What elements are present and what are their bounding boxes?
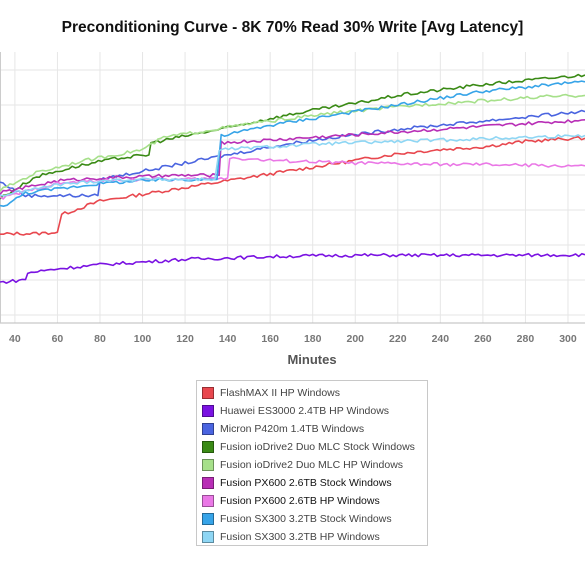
legend-item[interactable]: Fusion PX600 2.6TB HP Windows bbox=[197, 492, 427, 510]
legend-label: FlashMAX II HP Windows bbox=[220, 387, 341, 399]
series-line-3 bbox=[0, 73, 585, 200]
legend-swatch bbox=[202, 423, 214, 435]
legend-item[interactable]: Micron P420m 1.4TB Windows bbox=[197, 420, 427, 438]
series-lines bbox=[0, 73, 585, 284]
x-tick-label: 300 bbox=[559, 333, 577, 345]
legend-item[interactable]: Fusion SX300 3.2TB Stock Windows bbox=[197, 510, 427, 528]
chart-title: Preconditioning Curve - 8K 70% Read 30% … bbox=[61, 19, 524, 36]
legend-item[interactable]: Fusion ioDrive2 Duo MLC Stock Windows bbox=[197, 438, 427, 456]
x-tick-labels: 40 60 80 100 120 140 160 180 200 220 240 260 280 300 bbox=[9, 333, 577, 345]
x-tick-label: 60 bbox=[52, 333, 64, 345]
x-tick-label: 240 bbox=[432, 333, 450, 345]
legend-label: Fusion SX300 3.2TB Stock Windows bbox=[220, 513, 392, 525]
x-tick-label: 220 bbox=[389, 333, 407, 345]
series-line-4 bbox=[0, 93, 585, 192]
legend-swatch bbox=[202, 477, 214, 489]
axes bbox=[0, 52, 585, 324]
series-line-8 bbox=[0, 134, 585, 197]
x-tick-label: 140 bbox=[219, 333, 237, 345]
x-tick-label: 260 bbox=[474, 333, 492, 345]
x-tick-label: 180 bbox=[304, 333, 322, 345]
legend-item[interactable]: FlashMAX II HP Windows bbox=[197, 384, 427, 402]
legend: FlashMAX II HP Windows Huawei ES3000 2.4T… bbox=[196, 380, 428, 546]
legend-swatch bbox=[202, 405, 214, 417]
series-line-5 bbox=[0, 119, 585, 195]
legend-swatch bbox=[202, 495, 214, 507]
series-line-0 bbox=[0, 136, 585, 236]
legend-swatch bbox=[202, 441, 214, 453]
legend-swatch bbox=[202, 387, 214, 399]
x-tick-label: 40 bbox=[9, 333, 21, 345]
legend-label: Micron P420m 1.4TB Windows bbox=[220, 423, 365, 435]
legend-swatch bbox=[202, 513, 214, 525]
x-tick-label: 120 bbox=[176, 333, 194, 345]
x-tick-label: 280 bbox=[517, 333, 535, 345]
grid bbox=[0, 52, 585, 323]
series-line-7 bbox=[0, 80, 585, 207]
legend-label: Fusion ioDrive2 Duo MLC HP Windows bbox=[220, 459, 404, 471]
legend-label: Huawei ES3000 2.4TB HP Windows bbox=[220, 405, 390, 417]
x-axis-title: Minutes bbox=[287, 352, 336, 367]
series-line-2 bbox=[0, 109, 585, 198]
legend-swatch bbox=[202, 459, 214, 471]
legend-label: Fusion ioDrive2 Duo MLC Stock Windows bbox=[220, 441, 415, 453]
legend-label: Fusion PX600 2.6TB HP Windows bbox=[220, 495, 380, 507]
legend-swatch bbox=[202, 531, 214, 543]
x-tick-label: 100 bbox=[134, 333, 152, 345]
x-tick-label: 200 bbox=[346, 333, 364, 345]
legend-item[interactable]: Huawei ES3000 2.4TB HP Windows bbox=[197, 402, 427, 420]
legend-item[interactable]: Fusion PX600 2.6TB Stock Windows bbox=[197, 474, 427, 492]
legend-item[interactable]: Fusion SX300 3.2TB HP Windows bbox=[197, 528, 427, 546]
x-tick-label: 160 bbox=[261, 333, 279, 345]
legend-label: Fusion SX300 3.2TB HP Windows bbox=[220, 531, 380, 543]
legend-label: Fusion PX600 2.6TB Stock Windows bbox=[220, 477, 392, 489]
series-line-1 bbox=[0, 252, 585, 284]
legend-item[interactable]: Fusion ioDrive2 Duo MLC HP Windows bbox=[197, 456, 427, 474]
x-tick-label: 80 bbox=[94, 333, 106, 345]
